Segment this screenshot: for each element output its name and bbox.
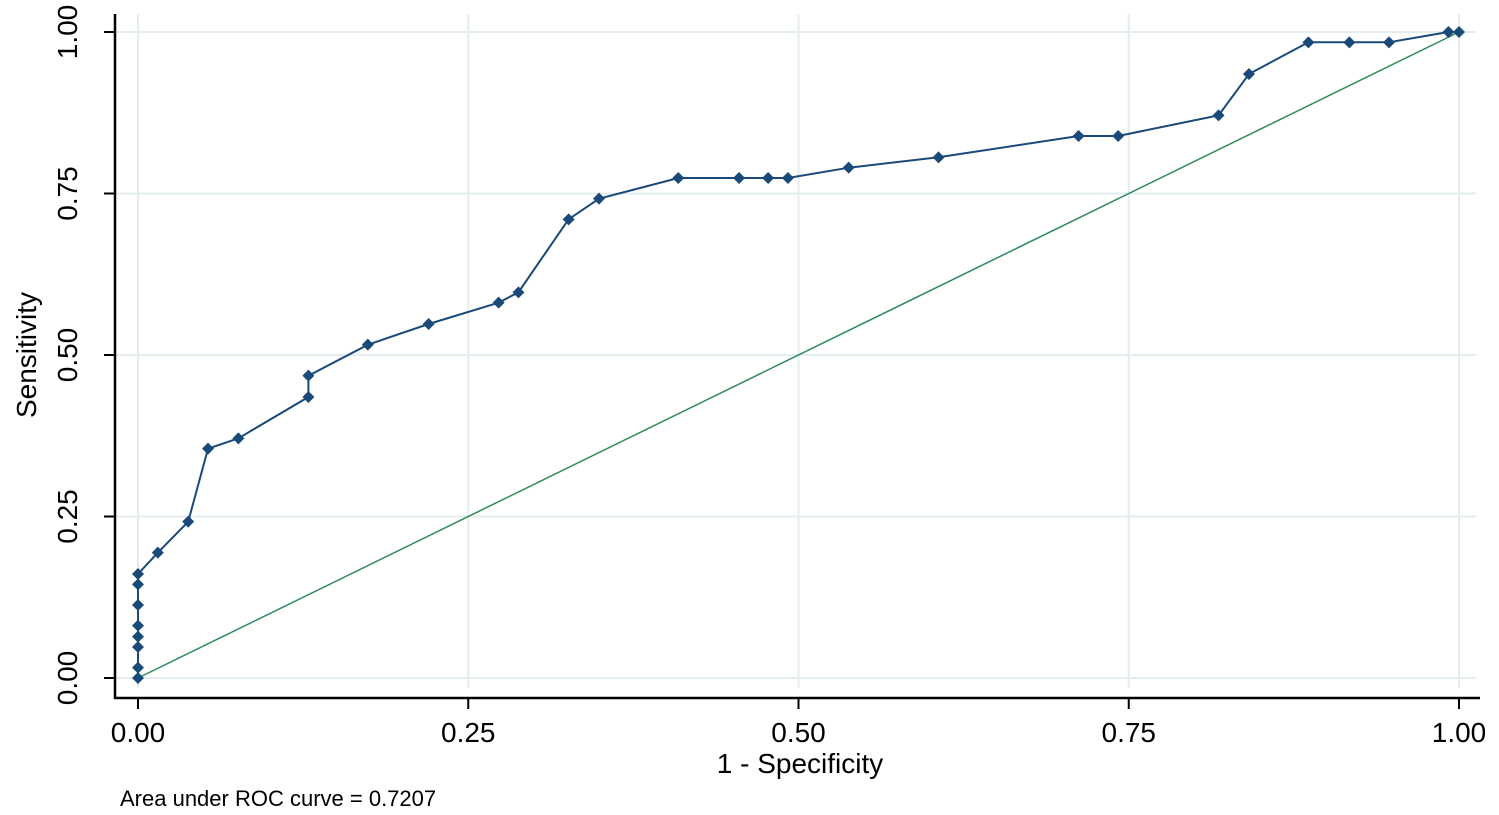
roc-point <box>781 171 794 184</box>
roc-point <box>1442 26 1455 38</box>
auc-annotation: Area under ROC curve = 0.7207 <box>120 786 436 811</box>
y-tick-label: 0.00 <box>52 651 83 706</box>
roc-point <box>132 578 144 591</box>
x-tick-label: 0.00 <box>111 717 166 748</box>
roc-point <box>1453 26 1465 38</box>
roc-point <box>1112 130 1125 143</box>
roc-point <box>302 369 315 382</box>
x-tick-label: 1.00 <box>1432 717 1487 748</box>
reference-line <box>137 31 1460 679</box>
roc-point <box>1302 36 1315 49</box>
x-tick-label: 0.75 <box>1102 717 1157 748</box>
roc-point <box>132 672 144 684</box>
y-axis-title: Sensitivity <box>11 292 42 418</box>
roc-point <box>422 317 435 330</box>
reference-line-layer <box>137 31 1460 679</box>
roc-point <box>672 171 685 184</box>
roc-point <box>132 640 144 653</box>
roc-point <box>132 599 144 612</box>
roc-curve-layer <box>132 26 1465 684</box>
roc-point <box>1212 109 1225 122</box>
roc-point <box>1242 67 1255 80</box>
roc-point <box>361 338 374 351</box>
roc-point <box>132 567 144 580</box>
x-axis-title: 1 - Specificity <box>717 748 884 779</box>
roc-point <box>1382 36 1395 49</box>
roc-point <box>593 192 606 205</box>
roc-point <box>762 171 775 184</box>
axes: 0.00 0.25 0.50 0.75 1.00 0.00 0.25 0.50 0.75 1.00 <box>52 5 1486 748</box>
roc-point <box>1072 130 1085 143</box>
x-tick-label: 0.25 <box>441 717 496 748</box>
roc-point <box>492 296 505 309</box>
roc-point <box>132 661 144 674</box>
y-tick-label: 1.00 <box>52 5 83 60</box>
roc-point <box>842 161 855 174</box>
roc-point <box>512 286 525 299</box>
y-tick-label: 0.50 <box>52 328 83 383</box>
roc-point <box>151 546 164 559</box>
roc-point <box>562 213 575 226</box>
roc-point <box>132 619 144 632</box>
roc-point <box>1343 36 1356 49</box>
grid-lines <box>116 14 1476 688</box>
y-tick-label: 0.75 <box>52 166 83 221</box>
roc-point <box>733 171 746 184</box>
roc-point <box>202 442 215 455</box>
y-tick-label: 0.25 <box>52 489 83 544</box>
roc-point <box>182 515 195 528</box>
roc-point <box>932 151 945 164</box>
roc-point <box>232 432 245 445</box>
roc-point <box>302 390 315 403</box>
x-tick-label: 0.50 <box>771 717 826 748</box>
roc-point <box>132 630 144 643</box>
